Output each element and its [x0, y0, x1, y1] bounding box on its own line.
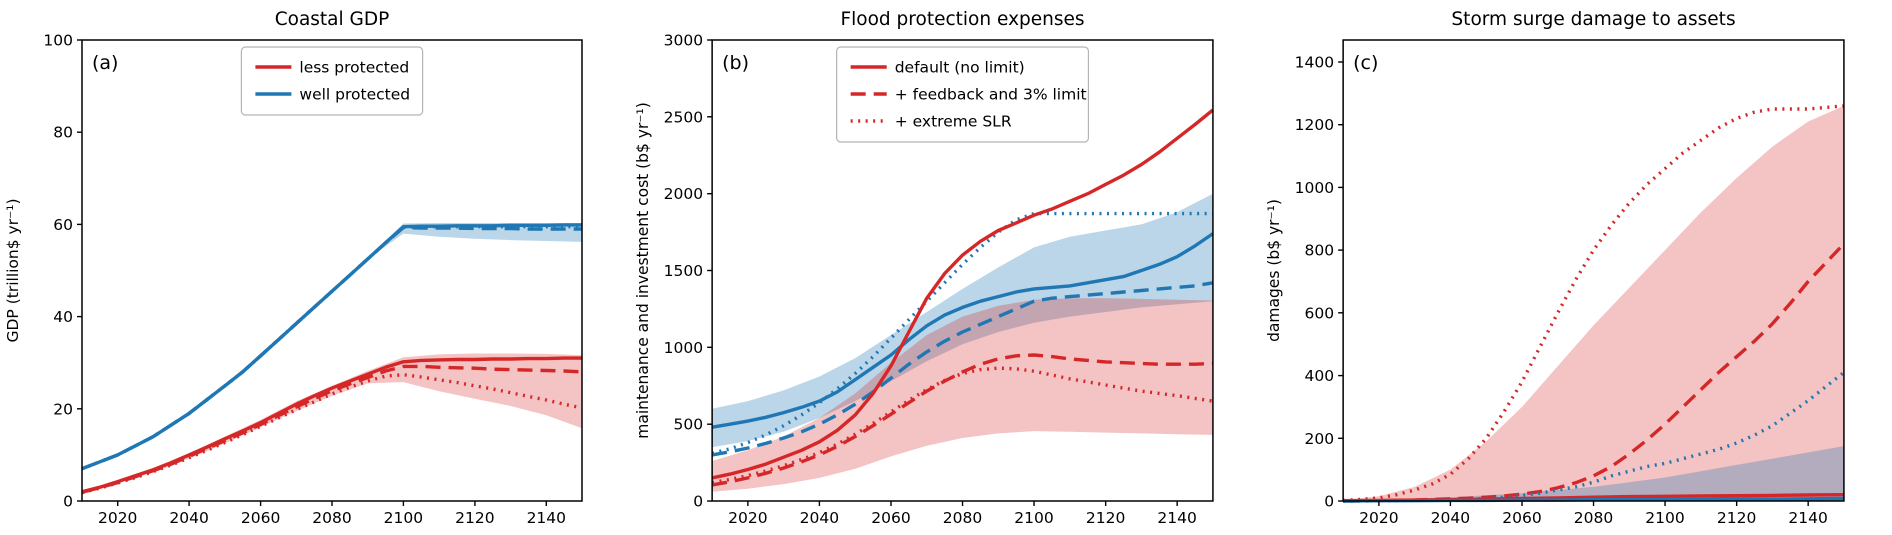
x-tick-label: 2120 [1717, 509, 1756, 527]
series-less-protected-feedback-limit [81, 364, 583, 494]
y-tick-label: 0 [1324, 493, 1334, 511]
chart-flood-protection-expenses: 2020 2040 2060 2080 2100 2120 2140 0 500 1000 1500… [634, 9, 1215, 527]
y-tick-label: 0 [693, 493, 703, 511]
y-tick-label: 2500 [664, 108, 703, 126]
series-less-protected-default [81, 356, 582, 494]
x-tick-label: 2140 [527, 509, 566, 527]
band-well-protected-cost-range [712, 193, 1213, 448]
chart-storm-surge-damage: 2020 2040 2060 2080 2100 2120 2140 0 200 400 600 80… [1265, 9, 1846, 527]
legend-label: + feedback and 3% limit [895, 86, 1087, 104]
y-axis-label: damages (b$ yr⁻¹) [1265, 199, 1283, 342]
y-tick-label: 3000 [664, 32, 703, 50]
series-blue-extreme-slr [711, 211, 1213, 456]
x-tick-label: 2040 [1431, 509, 1470, 527]
x-tick-label: 2060 [871, 509, 910, 527]
x-tick-label: 2140 [1157, 509, 1196, 527]
y-tick-label: 600 [1304, 304, 1334, 322]
panel-flood-protection-expenses: 2020 2040 2060 2080 2100 2120 2140 0 500 1000 1500… [630, 0, 1261, 535]
y-tick-label: 500 [673, 416, 703, 434]
chart-coastal-gdp: 2020 2040 2060 2080 2100 2120 2140020406080100… [4, 9, 583, 527]
band-well-protected-damage-range [1343, 446, 1844, 501]
x-tick-label: 2080 [1574, 509, 1613, 527]
x-tick-label: 2100 [1645, 509, 1684, 527]
y-tick-label: 1000 [664, 339, 703, 357]
band-well-protected-range [82, 223, 582, 469]
legend-label: less protected [299, 59, 409, 77]
y-tick-label: 40 [53, 308, 73, 326]
x-tick-label: 2120 [455, 509, 494, 527]
series-red-extreme-slr [711, 366, 1214, 485]
x-tick-label: 2100 [384, 509, 423, 527]
panel-letter: (b) [722, 52, 749, 74]
x-tick-label: 2040 [169, 509, 208, 527]
series-red-default [711, 108, 1215, 480]
panel-letter: (c) [1353, 52, 1378, 74]
y-tick-label: 0 [63, 493, 73, 511]
panel-storm-surge-damage: 2020 2040 2060 2080 2100 2120 2140 0 200 400 600 80… [1261, 0, 1892, 535]
y-tick-label: 1500 [664, 262, 703, 280]
y-tick-label: 200 [1304, 430, 1334, 448]
x-tick-label: 2140 [1788, 509, 1827, 527]
x-tick-label: 2060 [241, 509, 280, 527]
x-tick-label: 2020 [98, 509, 137, 527]
y-tick-label: 1400 [1295, 54, 1334, 72]
y-tick-label: 1200 [1295, 116, 1334, 134]
series-red-extreme-slr [1343, 104, 1845, 503]
y-tick-label: 100 [43, 32, 73, 50]
x-tick-label: 2080 [312, 509, 351, 527]
band-less-protected-range [82, 353, 582, 493]
x-tick-label: 2120 [1086, 509, 1125, 527]
x-tick-label: 2040 [800, 509, 839, 527]
chart-title: Flood protection expenses [840, 9, 1084, 30]
x-tick-label: 2060 [1502, 509, 1541, 527]
y-tick-label: 60 [53, 216, 73, 234]
panel-coastal-gdp: 2020 2040 2060 2080 2100 2120 2140 0 20 40 60 80 100… [0, 0, 630, 535]
series-blue-feedback-limit [711, 281, 1214, 457]
x-tick-label: 2020 [1359, 509, 1398, 527]
y-tick-label: 1000 [1295, 179, 1334, 197]
chart-title: Coastal GDP [275, 9, 390, 30]
y-tick-label: 800 [1304, 242, 1334, 260]
legend-box [240, 46, 424, 116]
y-tick-label: 80 [53, 124, 73, 142]
series-blue-default [711, 232, 1214, 429]
y-tick-label: 20 [53, 400, 73, 418]
legend-label: + extreme SLR [895, 113, 1012, 131]
band-less-protected-cost-range [712, 298, 1213, 492]
legend-box [836, 46, 1090, 143]
series-well-protected-default [81, 223, 582, 471]
x-tick-label: 2100 [1014, 509, 1053, 527]
y-axis-label: maintenance and investment cost (b$ yr⁻¹… [634, 102, 652, 438]
x-tick-label: 2020 [728, 509, 767, 527]
series-red-feedback-limit [711, 353, 1213, 487]
band-less-protected-damage-range [1343, 105, 1844, 502]
chart-title: Storm surge damage to assets [1451, 9, 1735, 30]
y-axis-label: GDP (trillion$ yr⁻¹) [4, 198, 22, 342]
legend-label: default (no limit) [895, 59, 1025, 77]
legend-label: well protected [299, 86, 410, 104]
y-tick-label: 2000 [664, 185, 703, 203]
y-tick-label: 400 [1304, 367, 1334, 385]
panel-letter: (a) [92, 52, 118, 74]
x-tick-label: 2080 [943, 509, 982, 527]
